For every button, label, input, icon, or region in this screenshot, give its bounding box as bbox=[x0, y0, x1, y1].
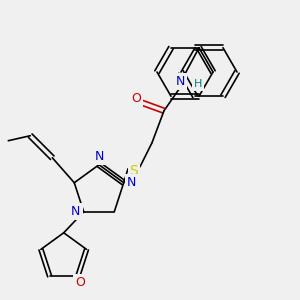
Text: N: N bbox=[175, 75, 185, 88]
Text: H: H bbox=[194, 79, 202, 89]
Text: S: S bbox=[130, 164, 138, 178]
Text: O: O bbox=[75, 276, 85, 289]
Text: O: O bbox=[131, 92, 141, 105]
Text: N: N bbox=[71, 205, 80, 218]
Text: N: N bbox=[94, 150, 104, 163]
Text: N: N bbox=[127, 176, 136, 189]
